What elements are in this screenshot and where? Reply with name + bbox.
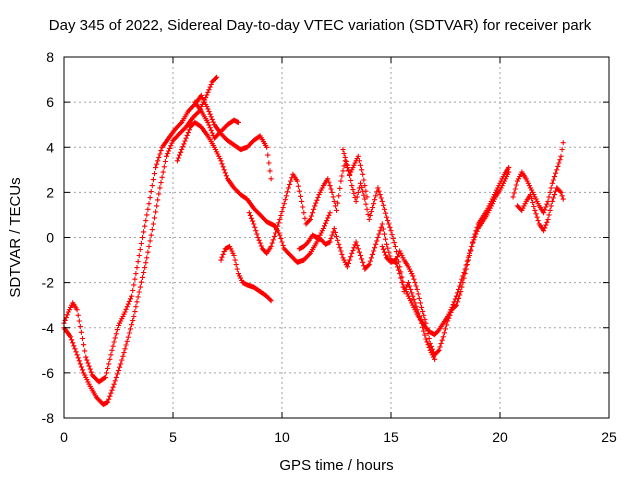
y-tick-label: -4 [42, 320, 55, 336]
y-tick-label: 8 [46, 49, 54, 65]
y-axis-title: SDTVAR / TECUs [7, 177, 24, 297]
grid-layer [64, 57, 609, 418]
series-satellite-track-10 [510, 140, 566, 216]
tick-label-layer: 0 5 10 15 20 25 -8 -6 -4 -2 0 2 4 6 8 [42, 49, 617, 445]
data-point-markers [379, 243, 438, 362]
y-tick-label: 0 [46, 230, 54, 246]
x-tick-label: 15 [383, 429, 399, 445]
data-point-markers [510, 140, 566, 216]
series-satellite-track-5 [218, 243, 274, 304]
data-point-markers [296, 165, 512, 358]
x-tick-label: 25 [601, 429, 617, 445]
series-satellite-track-3 [174, 119, 333, 265]
series-satellite-track-9 [379, 243, 438, 362]
series-satellite-track-8 [340, 146, 512, 338]
series-satellite-track-4 [192, 99, 241, 141]
series-satellite-track-7 [296, 165, 512, 358]
x-tick-label: 10 [274, 429, 290, 445]
y-tick-label: -2 [42, 275, 55, 291]
points-layer [61, 74, 566, 408]
ticks-layer [63, 56, 610, 419]
y-tick-label: 2 [46, 184, 54, 200]
series-satellite-track-11 [514, 185, 566, 234]
data-point-markers [61, 92, 274, 385]
x-tick-label: 5 [169, 429, 177, 445]
y-tick-label: 4 [46, 139, 54, 155]
data-point-markers [192, 99, 241, 141]
y-tick-label: -8 [42, 410, 55, 426]
data-point-markers [246, 153, 370, 256]
data-point-markers [218, 243, 274, 304]
data-point-markers [174, 119, 333, 265]
series-satellite-track-6 [246, 153, 370, 256]
x-axis-title: GPS time / hours [279, 457, 393, 474]
series-satellite-track-2 [61, 92, 274, 385]
x-tick-label: 0 [60, 429, 68, 445]
y-tick-label: -6 [42, 365, 55, 381]
data-point-markers [340, 146, 512, 338]
y-tick-label: 6 [46, 94, 54, 110]
data-point-markers [514, 185, 566, 234]
chart-title: Day 345 of 2022, Sidereal Day-to-day VTE… [49, 17, 592, 34]
x-tick-label: 20 [492, 429, 508, 445]
